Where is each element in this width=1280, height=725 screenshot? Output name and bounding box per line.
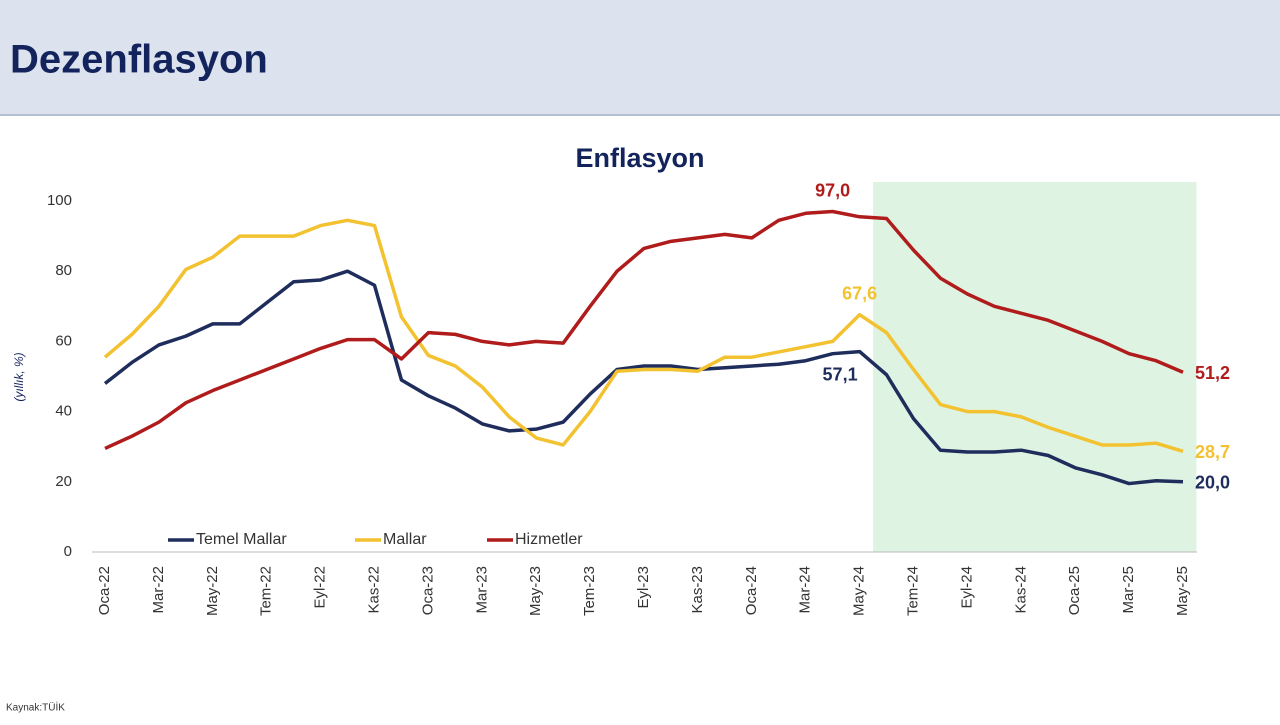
y-tick-label: 100 <box>47 192 72 209</box>
x-tick-label: Eyl-23 <box>635 566 652 609</box>
y-tick-label: 80 <box>55 262 72 279</box>
x-tick-label: Kas-23 <box>689 566 706 614</box>
x-tick-label: Eyl-22 <box>312 566 329 609</box>
legend-label: Hizmetler <box>515 531 583 548</box>
x-tick-label: May-23 <box>527 566 544 616</box>
x-tick-label: Mar-23 <box>473 566 490 614</box>
x-tick-label: Tem-24 <box>904 566 921 616</box>
x-tick-label: Oca-24 <box>743 566 760 615</box>
y-tick-label: 60 <box>55 332 72 349</box>
x-tick-label: Mar-22 <box>150 566 167 614</box>
x-tick-label: May-25 <box>1174 566 1191 616</box>
x-tick-label: Tem-23 <box>581 566 598 616</box>
x-tick-label: Oca-23 <box>419 566 436 615</box>
line-series <box>103 269 1184 486</box>
x-tick-label: May-24 <box>851 566 868 616</box>
x-tick-label: Mar-24 <box>797 566 814 614</box>
source-note: Kaynak:TÜİK <box>6 701 65 714</box>
y-tick-label: 20 <box>55 473 72 490</box>
legend-label: Temel Mallar <box>196 531 287 548</box>
data-label: 28,7 <box>1195 442 1230 462</box>
line-series <box>104 209 1184 451</box>
x-tick-label: May-22 <box>204 566 221 616</box>
legend-label: Mallar <box>383 531 427 548</box>
y-tick-label: 40 <box>55 403 72 420</box>
data-label: 97,0 <box>815 180 850 200</box>
x-tick-label: Oca-22 <box>96 566 113 615</box>
x-tick-label: Oca-25 <box>1066 566 1083 615</box>
x-tick-label: Tem-22 <box>258 566 275 616</box>
chart-title: Enflasyon <box>575 143 704 173</box>
slide-title: Dezenflasyon <box>10 38 268 82</box>
data-label: 57,1 <box>823 364 858 384</box>
y-tick-label: 0 <box>64 543 72 560</box>
data-label: 51,2 <box>1195 363 1230 383</box>
line-series <box>103 218 1184 453</box>
x-tick-label: Kas-22 <box>365 566 382 614</box>
x-tick-label: Kas-24 <box>1012 566 1029 614</box>
x-tick-label: Eyl-24 <box>958 566 975 609</box>
y-axis-label: (yıllık, %) <box>12 352 26 401</box>
shaded-period <box>873 182 1197 552</box>
data-label: 20,0 <box>1195 473 1230 493</box>
header-band <box>0 0 1280 115</box>
data-label: 67,6 <box>842 283 877 303</box>
x-tick-label: Mar-25 <box>1120 566 1137 614</box>
